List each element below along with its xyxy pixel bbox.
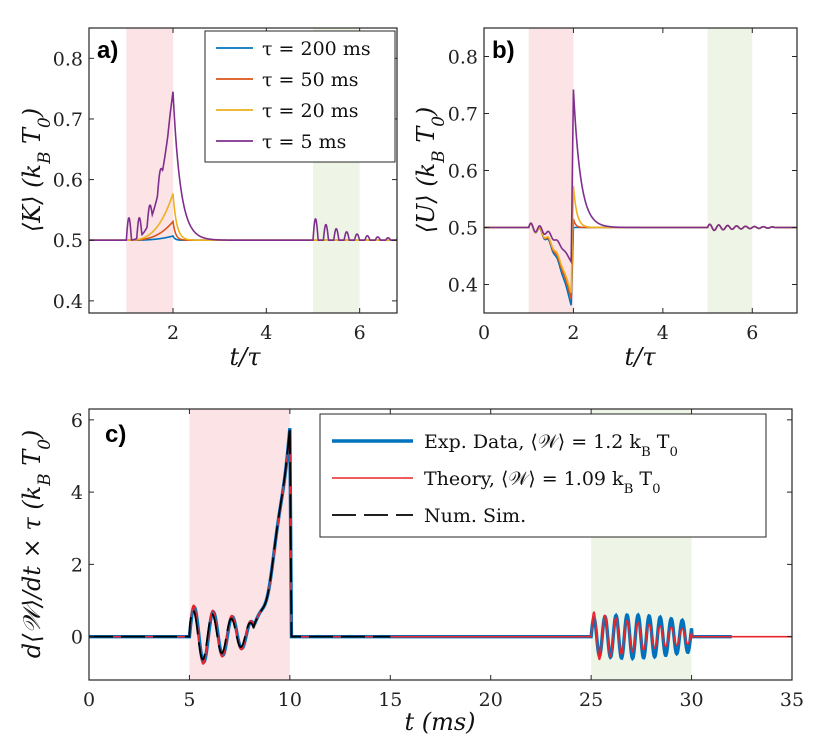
legend-entry: τ = 5 ms xyxy=(262,131,346,153)
x-tick-label: 20 xyxy=(479,689,503,711)
axes-frame xyxy=(88,27,398,314)
legend-entry: τ = 50 ms xyxy=(262,69,359,91)
y-axis-label: ⟨K⟩ (kB T0) xyxy=(18,108,54,232)
y-tick-label: 0.8 xyxy=(448,47,478,69)
panel-a: 2 4 60.40.50.60.70.8 τ = 200 msτ = 50 msτ =… xyxy=(18,27,398,371)
x-axis-label: t/τ xyxy=(229,343,261,371)
legend-entry: τ = 200 ms xyxy=(262,38,371,60)
series-line xyxy=(484,89,797,265)
y-tick-label: 2 xyxy=(71,554,83,576)
shaded-region xyxy=(707,28,753,313)
panel-label-c: c) xyxy=(105,421,126,448)
y-tick-label: 0.6 xyxy=(53,170,83,192)
legend-entry: τ = 20 ms xyxy=(262,100,359,122)
x-tick-label: 25 xyxy=(579,689,603,711)
series-line xyxy=(89,91,398,242)
y-tick-label: 0.7 xyxy=(53,109,83,131)
x-tick-label: 35 xyxy=(780,689,804,711)
x-tick-label: 4 xyxy=(260,322,272,344)
y-tick-label: 0.8 xyxy=(53,48,83,70)
x-tick-label: 0 xyxy=(83,689,95,711)
y-tick-label: 0 xyxy=(71,627,83,649)
y-tick-label: 0.4 xyxy=(448,275,478,297)
legend-box xyxy=(319,413,767,538)
shaded-region xyxy=(189,409,290,680)
x-tick-label: 10 xyxy=(278,689,302,711)
plot-area xyxy=(484,89,797,306)
y-tick-label: 0.7 xyxy=(448,104,478,126)
y-tick-label: 0.6 xyxy=(448,161,478,183)
y-axis-label: ⟨U⟩ (kB T0) xyxy=(412,107,448,234)
legend-entry: Theory, ⟨𝒲⟩ = 1.09 kB T0 xyxy=(424,468,661,497)
x-tick-label: 15 xyxy=(378,689,402,711)
x-tick-label: 6 xyxy=(354,322,366,344)
legend: τ = 200 ms τ = 50 ms τ = 20 ms τ = 5 ms xyxy=(204,30,396,163)
plot-area xyxy=(89,91,398,242)
x-tick-label: 4 xyxy=(657,322,669,344)
x-tick-label: 30 xyxy=(679,689,703,711)
y-tick-label: 0.4 xyxy=(53,291,83,313)
y-tick-label: 6 xyxy=(71,410,83,432)
axes-frame xyxy=(88,408,793,681)
y-axis-label: d⟨𝒲⟩/dt × τ (kB T0) xyxy=(18,430,54,659)
x-tick-label: 2 xyxy=(167,322,179,344)
legend: Exp. Data, ⟨𝒲⟩ = 1.2 kB T0 Theory, ⟨𝒲⟩ = … xyxy=(319,413,767,538)
x-tick-label: 6 xyxy=(746,322,758,344)
series-line xyxy=(89,426,391,661)
x-tick-label: 2 xyxy=(567,322,579,344)
y-tick-label: 0.5 xyxy=(53,230,83,252)
legend-entry: Exp. Data, ⟨𝒲⟩ = 1.2 kB T0 xyxy=(424,431,678,460)
shaded-region xyxy=(528,28,574,313)
panel-label-a: a) xyxy=(97,37,118,64)
y-tick-label: 0.5 xyxy=(448,218,478,240)
panel-label-b: b) xyxy=(492,37,515,64)
shaded-region xyxy=(126,28,173,313)
plot-area xyxy=(89,426,792,665)
x-tick-label: 0 xyxy=(478,322,490,344)
series-line xyxy=(89,429,792,665)
panel-c: 0 5 10 15 20 25 30 35 0 2 4 6 Exp. Data, ⟨𝒲⟩ = 1.2 k… xyxy=(18,408,804,736)
panel-b: 0 2 4 6 0.4 0.5 0.6 0.7 0.8 b) ⟨U⟩ (kB T0) t/τ xyxy=(412,27,798,371)
x-axis-label: t/τ xyxy=(624,343,656,371)
x-axis-label: t (ms) xyxy=(404,708,475,736)
x-tick-label: 5 xyxy=(183,689,195,711)
legend-entry: Num. Sim. xyxy=(424,505,526,527)
y-tick-label: 4 xyxy=(71,482,83,504)
